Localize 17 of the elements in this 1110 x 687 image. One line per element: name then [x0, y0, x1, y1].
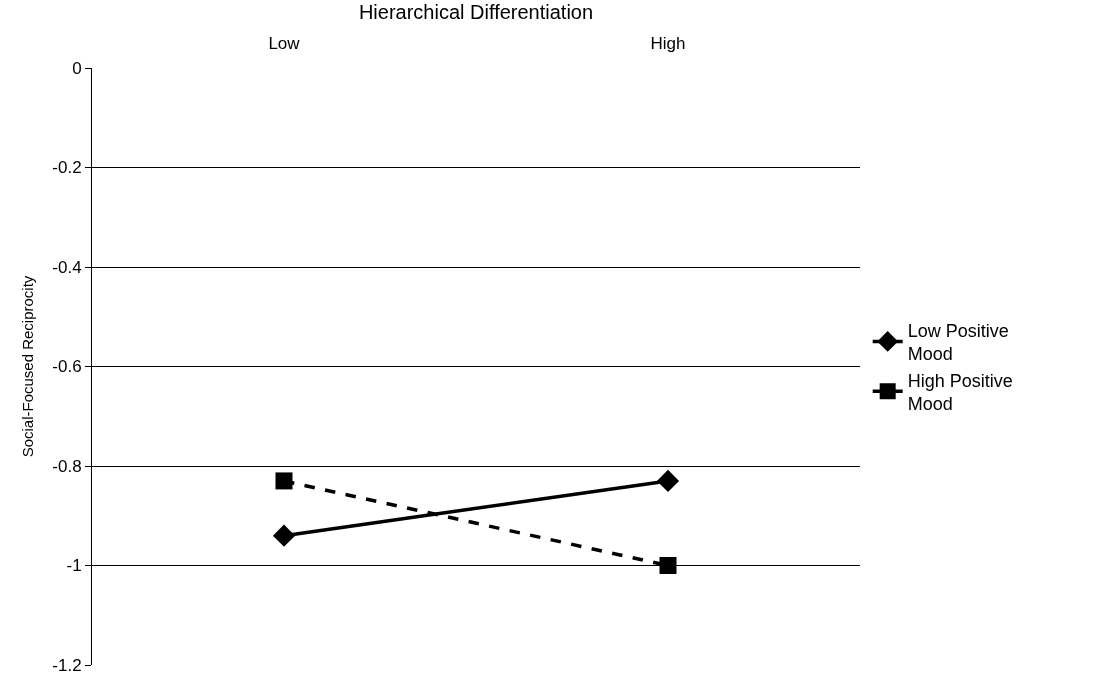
y-tick-label: -1	[66, 556, 82, 576]
y-tick-label: -0.2	[52, 158, 82, 178]
x-tick-label: High	[650, 33, 686, 53]
point	[659, 557, 677, 574]
point	[272, 524, 296, 547]
y-tick-label: -0.4	[52, 257, 82, 277]
point	[656, 469, 680, 492]
point	[275, 472, 293, 490]
legend-label: Low Positive Mood	[907, 320, 1009, 365]
y-tick-label: 0	[72, 58, 82, 78]
legend-label: High Positive Mood	[907, 370, 1013, 414]
y-tick-label: -0.8	[52, 456, 82, 476]
y-tick-label: -0.6	[52, 357, 82, 377]
y-axis-title: Social-Focused Reciprocity	[18, 275, 36, 458]
x-tick-label: Low	[268, 33, 301, 53]
x-axis-title: Hierarchical Differentiation	[358, 1, 594, 24]
y-tick-label: -1.2	[52, 655, 82, 675]
